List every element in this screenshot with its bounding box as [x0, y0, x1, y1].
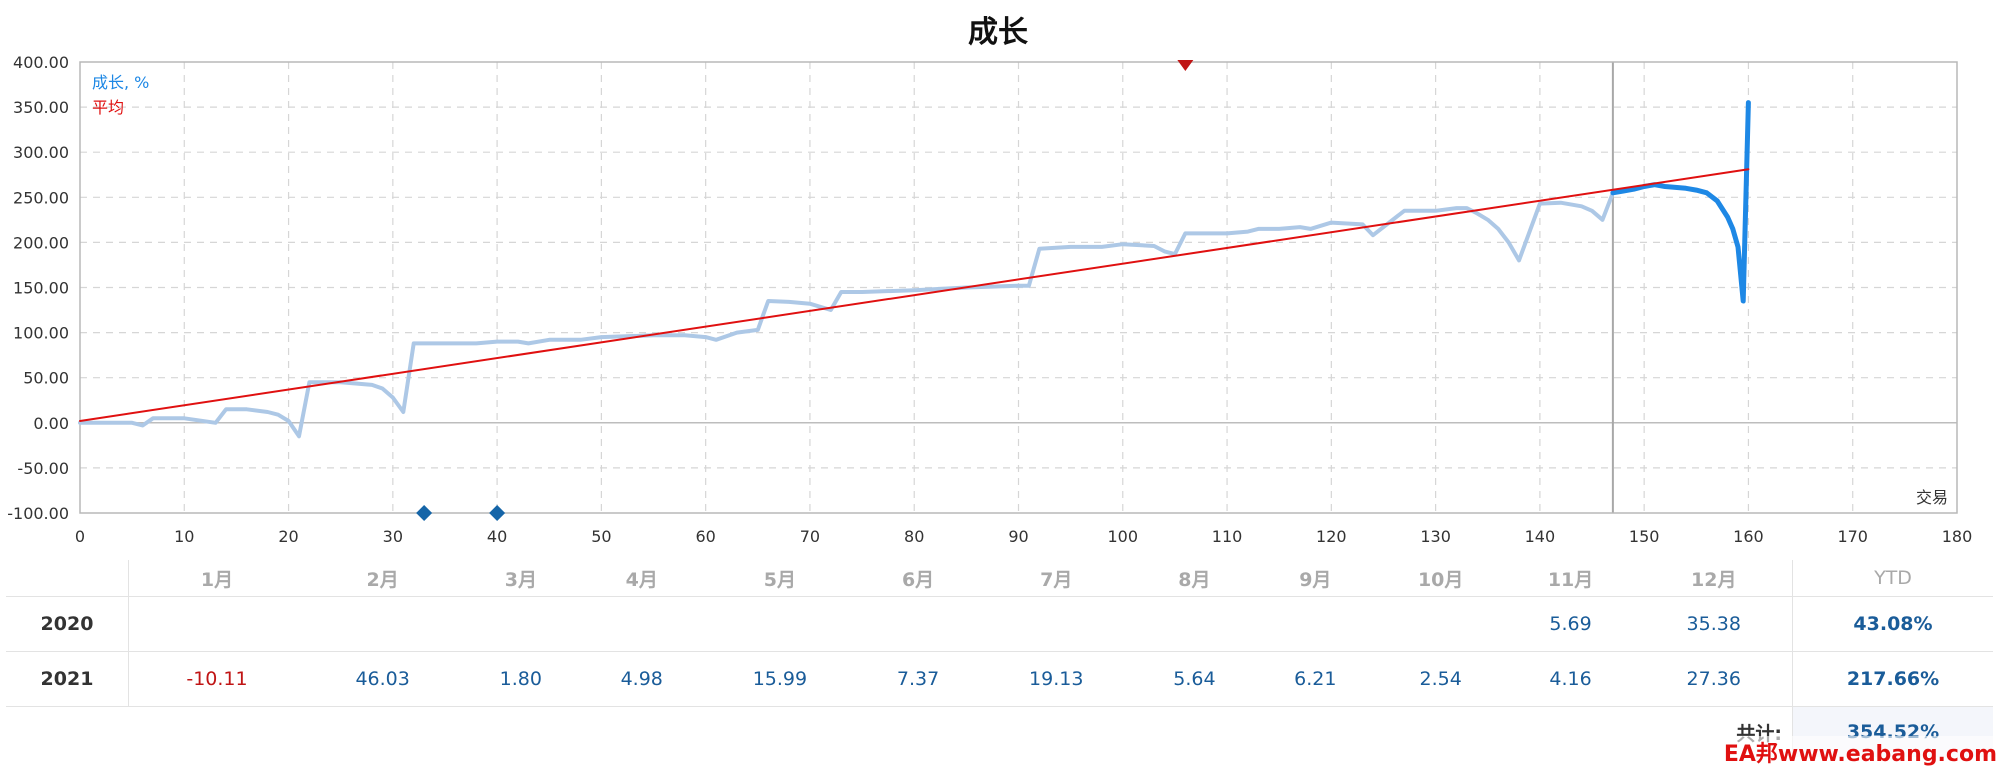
y-tick-label: 100.00 — [13, 324, 69, 343]
month-header: 5月 — [702, 560, 858, 597]
x-tick-label: 10 — [174, 527, 194, 546]
table-header-row: 1月 2月 3月 4月 5月 6月 7月 8月 9月 10月 11月 12月 YTD — [6, 560, 1993, 597]
month-value-cell — [581, 596, 703, 652]
x-tick-label: 40 — [487, 527, 507, 546]
ytd-header: YTD — [1792, 560, 1993, 597]
month-header: 7月 — [978, 560, 1134, 597]
x-tick-label: 90 — [1008, 527, 1028, 546]
x-tick-label: 120 — [1316, 527, 1347, 546]
month-header: 6月 — [857, 560, 979, 597]
withdrawal-marker — [489, 505, 506, 521]
month-header: 8月 — [1133, 560, 1255, 597]
month-header: 4月 — [581, 560, 703, 597]
month-value-cell — [304, 596, 461, 652]
table-row: 2020 5.69 35.38 43.08% — [6, 596, 1993, 652]
x-tick-label: 130 — [1420, 527, 1451, 546]
y-tick-label: -100.00 — [7, 504, 69, 523]
y-tick-label: 0.00 — [33, 414, 69, 433]
y-tick-label: 150.00 — [13, 279, 69, 298]
month-value-cell — [702, 596, 858, 652]
x-tick-label: 100 — [1108, 527, 1139, 546]
month-value-cell: 15.99 — [702, 651, 858, 707]
x-tick-label: 30 — [383, 527, 403, 546]
month-value-cell: 2.54 — [1375, 651, 1506, 707]
growth-current-line — [1610, 100, 1751, 304]
ytd-value-cell: 217.66% — [1792, 651, 1993, 707]
month-value-cell: 46.03 — [304, 651, 461, 707]
month-header: 10月 — [1375, 560, 1506, 597]
month-value-cell — [1375, 596, 1506, 652]
month-value-cell — [128, 596, 305, 652]
month-value-cell — [1133, 596, 1255, 652]
x-tick-label: 60 — [695, 527, 715, 546]
month-header: 11月 — [1505, 560, 1636, 597]
growth-history-line — [78, 190, 1615, 439]
plot-area-border — [79, 61, 1958, 514]
chart-series — [78, 100, 1751, 439]
legend-average: 平均 — [92, 98, 124, 117]
monthly-growth-table: 1月 2月 3月 4月 5月 6月 7月 8月 9月 10月 11月 12月 YTD 2020 5.69 3… — [6, 560, 1993, 757]
y-tick-label: 50.00 — [23, 369, 69, 388]
x-tick-label: 50 — [591, 527, 611, 546]
x-tick-label: 110 — [1212, 527, 1243, 546]
y-tick-label: 250.00 — [13, 188, 69, 207]
x-tick-label: 80 — [904, 527, 924, 546]
year-cell: 2020 — [6, 596, 129, 652]
x-axis-label: 交易 — [1916, 488, 1948, 507]
year-cell: 2021 — [6, 651, 129, 707]
x-tick-label: 140 — [1525, 527, 1556, 546]
y-tick-label: 400.00 — [13, 53, 69, 72]
month-value-cell: 27.36 — [1635, 651, 1793, 707]
month-value-cell: 4.16 — [1505, 651, 1636, 707]
month-header: 9月 — [1254, 560, 1376, 597]
growth-chart: 成长 0 10 20 30 40 50 60 70 80 90 100 110 120 130 140 150… — [7, 15, 1972, 546]
x-tick-label: 70 — [800, 527, 820, 546]
x-tick-label: 160 — [1733, 527, 1764, 546]
table-body: 2020 5.69 35.38 43.08% 2021 -10.11 46.03 1.80 4.… — [6, 596, 1993, 757]
month-value-cell — [978, 596, 1134, 652]
y-axis-ticks: 400.00 350.00 300.00 250.00 200.00 150.00 100.… — [7, 53, 69, 523]
month-value-cell: 35.38 — [1635, 596, 1793, 652]
y-tick-label: -50.00 — [17, 459, 69, 478]
month-value-cell — [857, 596, 979, 652]
month-header: 12月 — [1635, 560, 1793, 597]
chart-markers — [416, 60, 1194, 521]
month-value-cell — [460, 596, 582, 652]
legend-growth: 成长, % — [92, 73, 149, 92]
watermark-text: EA邦www.eabang.com — [1723, 736, 1997, 768]
x-tick-label: 150 — [1629, 527, 1660, 546]
month-value-cell: 7.37 — [857, 651, 979, 707]
month-value-cell: -10.11 — [128, 651, 305, 707]
header-corner — [6, 560, 129, 597]
month-value-cell: 5.64 — [1133, 651, 1255, 707]
y-tick-label: 200.00 — [13, 233, 69, 252]
chart-title: 成长 — [968, 15, 1028, 50]
month-header: 2月 — [304, 560, 461, 597]
total-label: 共计: — [1736, 722, 1782, 745]
month-value-cell: 6.21 — [1254, 651, 1376, 707]
month-header: 3月 — [460, 560, 582, 597]
x-tick-label: 20 — [278, 527, 298, 546]
month-header: 1月 — [128, 560, 305, 597]
deposit-marker — [1177, 60, 1194, 71]
table-row: 2021 -10.11 46.03 1.80 4.98 15.99 7.37 19.13 5.6… — [6, 651, 1993, 707]
y-tick-label: 300.00 — [13, 143, 69, 162]
withdrawal-marker — [416, 505, 433, 521]
y-tick-label: 350.00 — [13, 98, 69, 117]
month-value-cell: 4.98 — [581, 651, 703, 707]
month-value-cell — [1254, 596, 1376, 652]
month-value-cell: 19.13 — [978, 651, 1134, 707]
x-tick-label: 0 — [75, 527, 85, 546]
x-tick-label: 170 — [1837, 527, 1868, 546]
x-tick-label: 180 — [1942, 527, 1973, 546]
month-value-cell: 1.80 — [460, 651, 582, 707]
x-axis-ticks: 0 10 20 30 40 50 60 70 80 90 100 110 120 130 140 150 160… — [75, 527, 1972, 546]
total-row: 共计: 354.52% — [6, 706, 1993, 757]
month-value-cell: 5.69 — [1505, 596, 1636, 652]
ytd-value-cell: 43.08% — [1792, 596, 1993, 652]
average-trend-line — [79, 168, 1750, 422]
